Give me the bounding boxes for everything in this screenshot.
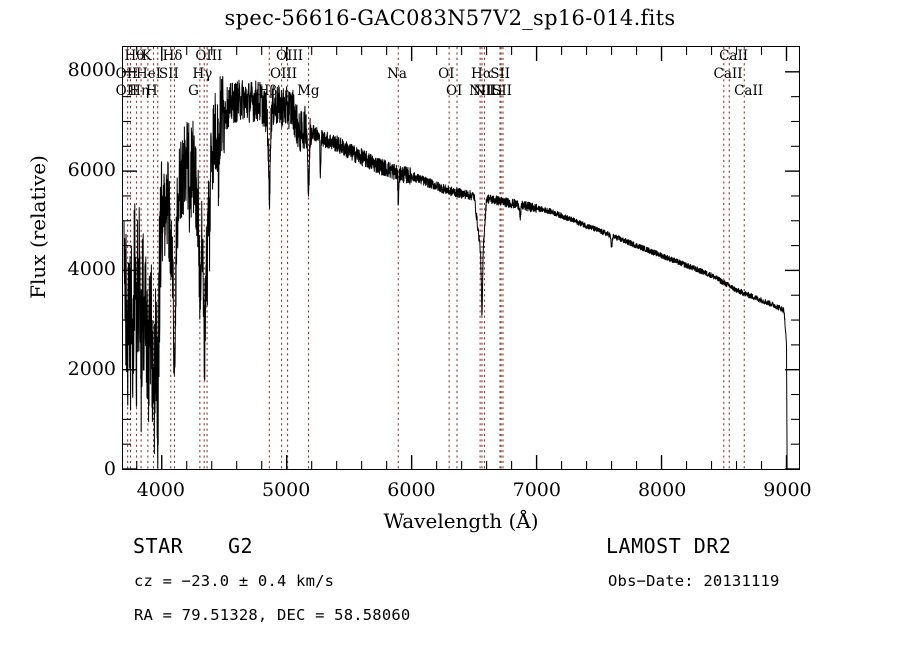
x-axis-title: Wavelength (Å) xyxy=(383,509,539,533)
y-tick-label: 8000 xyxy=(67,58,116,81)
spectral-line-label: CaII xyxy=(734,83,764,99)
spectral-line-label: Hδ xyxy=(162,48,183,64)
spectral-line-label: Hη xyxy=(129,83,150,99)
x-axis-tick-labels: 4000 5000 6000 7000 8000 9000 xyxy=(0,479,900,509)
spectral-line-label: SII xyxy=(492,83,513,99)
spectral-line-label: H xyxy=(145,83,158,99)
x-tick-label: 4000 xyxy=(136,479,186,501)
spectrum-svg xyxy=(123,47,799,469)
x-tick-label: 6000 xyxy=(387,479,436,501)
spectral-line-label: SII xyxy=(158,66,179,82)
footer-spectral-class: G2 xyxy=(228,534,254,558)
y-tick-label: 0 xyxy=(103,458,116,480)
spectral-line-label: HeI xyxy=(135,66,162,82)
spectral-line-label: Hγ xyxy=(192,66,213,82)
y-axis-title: Flux (relative) xyxy=(26,155,50,299)
spectral-line-label: OIII xyxy=(195,48,223,64)
x-tick-label: 5000 xyxy=(261,479,311,501)
spectral-line-label: NII xyxy=(469,83,492,99)
y-axis-tick-labels: 0 2000 4000 6000 8000 xyxy=(48,0,116,649)
plot-title: spec-56616-GAC083N57V2_sp16-014.fits xyxy=(224,6,676,30)
spectral-line-label: Hβ xyxy=(257,83,278,99)
spectral-line-label: Mg xyxy=(297,83,320,99)
spectral-line-label: OIII xyxy=(270,66,298,82)
spectral-line-label: NII xyxy=(473,83,497,99)
footer-coordinates: RA = 79.51328, DEC = 58.58060 xyxy=(134,606,411,624)
footer-redshift-velocity: cz = −23.0 ± 0.4 km/s xyxy=(134,572,335,590)
spectrum-trace xyxy=(123,75,788,469)
footer-obs-date: Obs−Date: 20131119 xyxy=(608,572,780,590)
y-tick-label: 4000 xyxy=(67,258,116,281)
x-tick-label: 8000 xyxy=(637,479,687,501)
spectral-line-label: G xyxy=(188,83,199,99)
spectral-line-label: OI xyxy=(438,66,455,82)
spectral-line-label: SII xyxy=(490,66,511,82)
spectral-line-label: Hα xyxy=(471,66,492,82)
footer-object-type: STAR xyxy=(133,534,184,558)
spectral-line-label: Li xyxy=(489,83,503,99)
spectral-line-label: OII xyxy=(115,83,138,99)
spectral-line-label: OI xyxy=(445,83,463,99)
x-tick-label: 7000 xyxy=(512,479,561,501)
spectral-line-label: K xyxy=(141,48,152,64)
y-tick-label: 2000 xyxy=(67,358,116,381)
spectral-line-label: OIII xyxy=(276,48,304,64)
spectrum-plot-area xyxy=(122,46,800,470)
x-tick-label: 9000 xyxy=(763,479,812,501)
spectral-line-label: CaII xyxy=(713,66,743,82)
spectral-line-label: Hθ xyxy=(124,48,145,64)
spectral-line-label: Na xyxy=(387,66,407,82)
footer-survey: LAMOST DR2 xyxy=(606,534,732,558)
spectral-line-label: CaII xyxy=(719,48,749,64)
y-tick-label: 6000 xyxy=(67,158,116,181)
spectral-line-label: OII xyxy=(115,66,138,82)
